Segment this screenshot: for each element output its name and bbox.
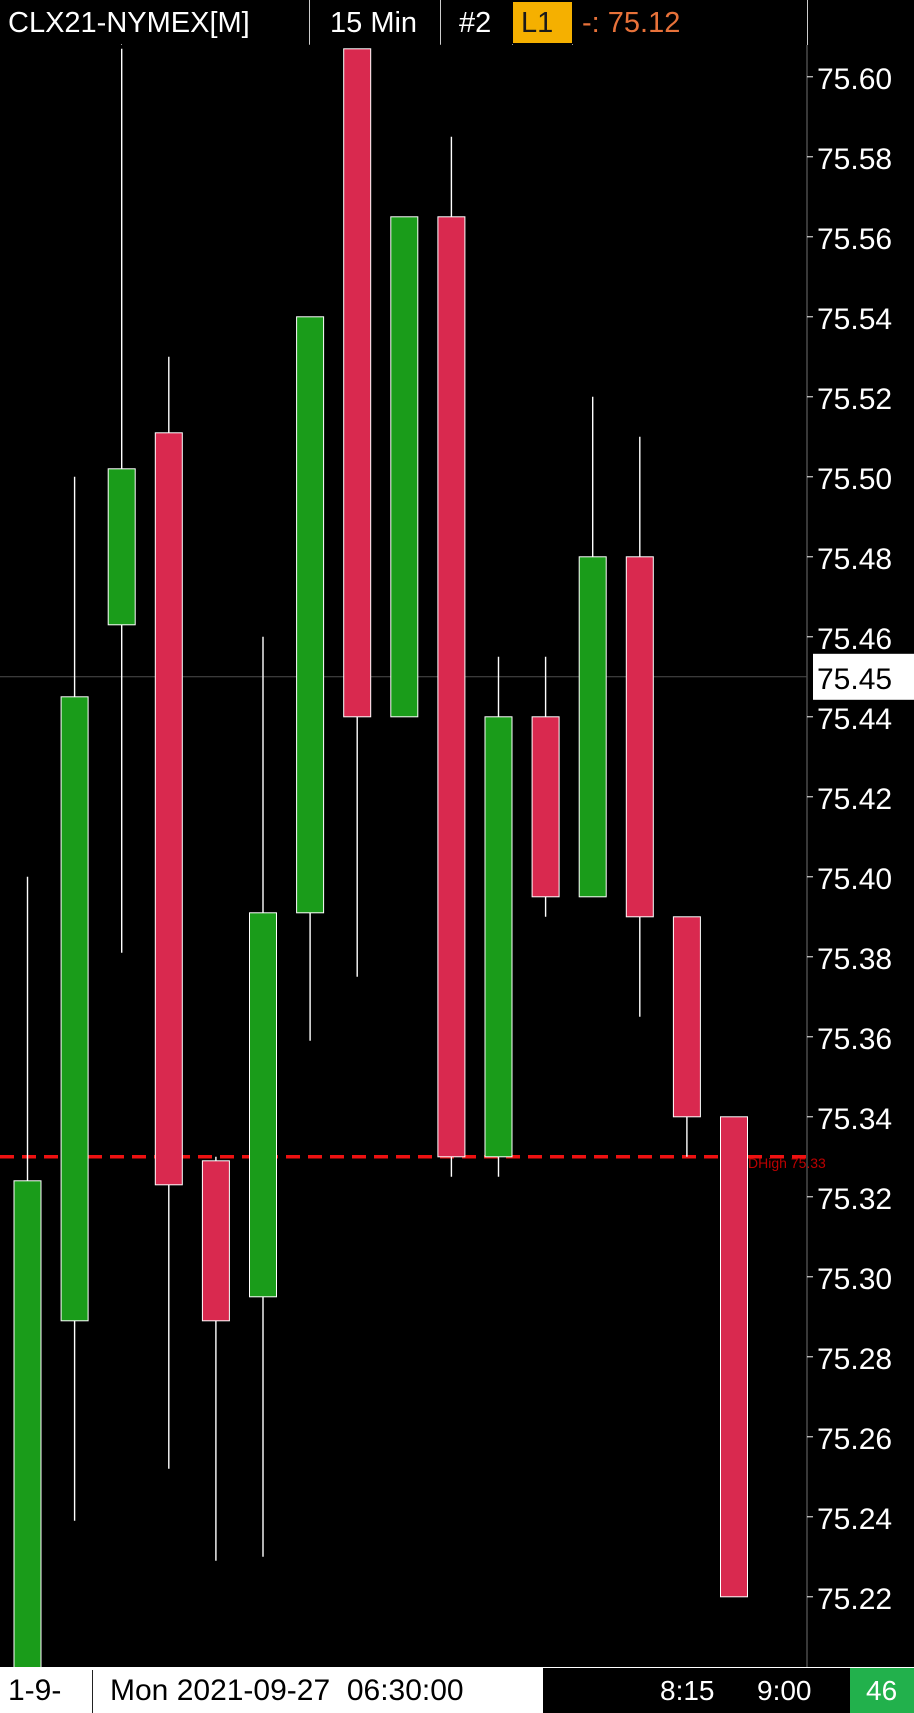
svg-text:75.28: 75.28 [817, 1343, 892, 1376]
svg-text:75.45: 75.45 [817, 663, 892, 696]
svg-text:75.44: 75.44 [817, 703, 892, 736]
svg-text:75.26: 75.26 [817, 1423, 892, 1456]
svg-text:75.42: 75.42 [817, 783, 892, 816]
svg-text:75.52: 75.52 [817, 383, 892, 416]
svg-text:75.36: 75.36 [817, 1023, 892, 1056]
svg-text:DHigh 75.33: DHigh 75.33 [748, 1155, 826, 1171]
svg-text:75.24: 75.24 [817, 1503, 892, 1536]
svg-text:75.34: 75.34 [817, 1103, 892, 1136]
svg-text:75.38: 75.38 [817, 943, 892, 976]
svg-text:75.46: 75.46 [817, 623, 892, 656]
svg-text:75.40: 75.40 [817, 863, 892, 896]
svg-text:75.60: 75.60 [817, 63, 892, 96]
svg-text:75.50: 75.50 [817, 463, 892, 496]
svg-text:75.48: 75.48 [817, 543, 892, 576]
svg-text:75.54: 75.54 [817, 303, 892, 336]
svg-text:75.56: 75.56 [817, 223, 892, 256]
svg-text:75.32: 75.32 [817, 1183, 892, 1216]
svg-text:75.30: 75.30 [817, 1263, 892, 1296]
svg-text:75.22: 75.22 [817, 1583, 892, 1616]
svg-text:75.58: 75.58 [817, 143, 892, 176]
